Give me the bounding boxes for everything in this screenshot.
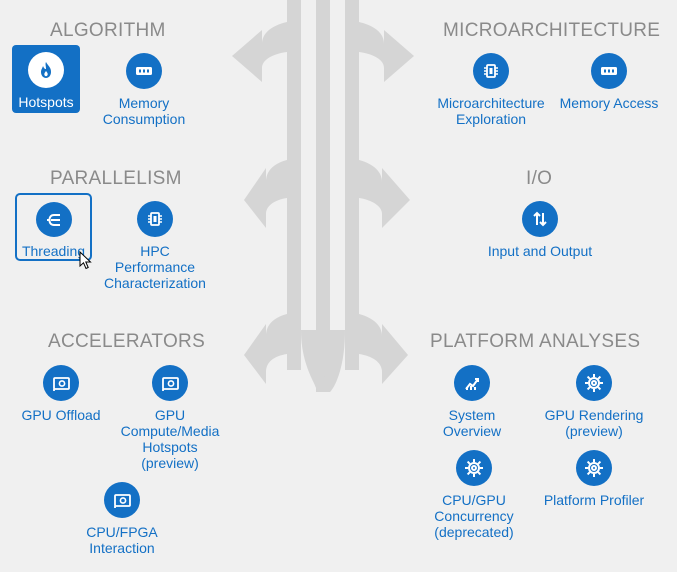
input-and-output-analysis-button[interactable]: Input and Output <box>484 201 596 259</box>
gpu-rendering-analysis-button[interactable]: GPU Rendering (preview) <box>541 365 647 439</box>
chart-icon <box>454 365 490 401</box>
hpc-performance-characterization-analysis-button[interactable]: HPC Performance Characterization <box>100 201 210 291</box>
section-title-io: I/O <box>526 168 553 189</box>
platform-profiler-analysis-button[interactable]: Platform Profiler <box>540 450 648 508</box>
gpu-card-icon <box>152 365 188 401</box>
hpc-performance-label: HPC Performance Characterization <box>104 243 206 291</box>
gpu-card-icon <box>43 365 79 401</box>
microarchitecture-exploration-analysis-button[interactable]: Microarchitecture Exploration <box>434 53 548 127</box>
hotspots-analysis-button[interactable]: Hotspots <box>12 45 80 113</box>
memory-access-label: Memory Access <box>559 95 659 111</box>
memory-access-analysis-button[interactable]: Memory Access <box>555 53 663 111</box>
cpu-fpga-interaction-analysis-button[interactable]: CPU/FPGA Interaction <box>74 482 170 556</box>
system-overview-label: System Overview <box>442 407 502 439</box>
gear-icon <box>576 365 612 401</box>
threads-icon <box>35 202 72 237</box>
gpu-compute-media-hotspots-label: GPU Compute/Media Hotspots (preview) <box>120 407 220 471</box>
gpu-offload-analysis-button[interactable]: GPU Offload <box>14 365 108 423</box>
gear-icon <box>576 450 612 486</box>
gpu-offload-label: GPU Offload <box>21 407 101 423</box>
gpu-rendering-label: GPU Rendering (preview) <box>544 407 644 439</box>
platform-profiler-label: Platform Profiler <box>543 492 645 508</box>
gear-icon <box>456 450 492 486</box>
memory-icon <box>591 53 627 89</box>
chip-icon <box>137 201 173 237</box>
threading-label: Threading <box>21 243 86 259</box>
system-overview-analysis-button[interactable]: System Overview <box>424 365 520 439</box>
up-down-arrows-icon <box>522 201 558 237</box>
memory-icon <box>126 53 162 89</box>
section-title-accelerators: ACCELERATORS <box>48 331 206 352</box>
microarchitecture-exploration-label: Microarchitecture Exploration <box>437 95 545 127</box>
hotspots-label: Hotspots <box>18 94 74 110</box>
cpu-fpga-interaction-label: CPU/FPGA Interaction <box>86 524 158 556</box>
section-title-algorithm: ALGORITHM <box>50 20 166 41</box>
section-title-platform-analyses: PLATFORM ANALYSES <box>430 331 641 352</box>
cpu-gpu-concurrency-label: CPU/GPU Concurrency (deprecated) <box>434 492 514 540</box>
section-title-parallelism: PARALLELISM <box>50 168 182 189</box>
memory-consumption-label: Memory Consumption <box>102 95 186 127</box>
flame-icon <box>28 52 64 88</box>
chip-icon <box>473 53 509 89</box>
mouse-pointer-icon <box>79 251 92 270</box>
cpu-gpu-concurrency-analysis-button[interactable]: CPU/GPU Concurrency (deprecated) <box>426 450 522 540</box>
threading-analysis-button[interactable]: Threading <box>15 193 92 261</box>
gpu-card-icon <box>104 482 140 518</box>
gpu-compute-media-hotspots-analysis-button[interactable]: GPU Compute/Media Hotspots (preview) <box>118 365 222 471</box>
input-and-output-label: Input and Output <box>487 243 593 259</box>
memory-consumption-analysis-button[interactable]: Memory Consumption <box>96 53 192 127</box>
section-title-microarchitecture: MICROARCHITECTURE <box>443 20 661 41</box>
